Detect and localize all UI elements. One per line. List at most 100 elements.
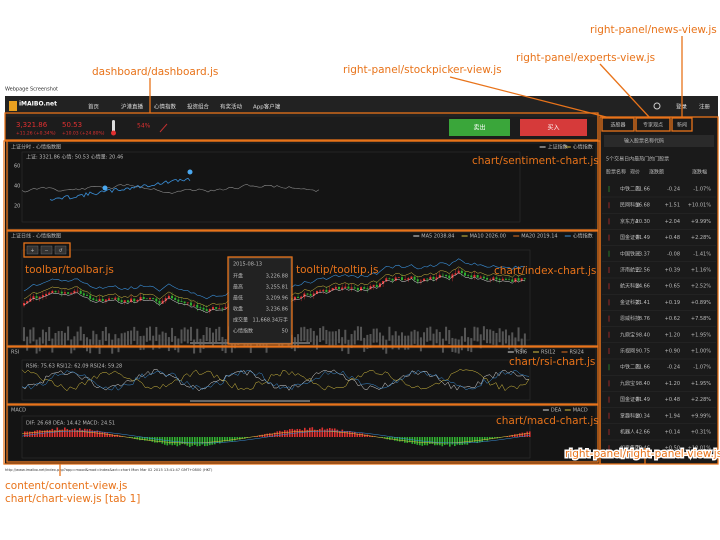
stock-cell[interactable]: 九鼎宝 bbox=[620, 331, 635, 338]
toolbar-button[interactable] bbox=[40, 245, 53, 255]
stock-cell[interactable]: +1.51 bbox=[665, 203, 680, 209]
stock-cell[interactable]: 3.37 bbox=[639, 251, 650, 257]
stock-cell[interactable]: 九鼎宝 bbox=[620, 380, 635, 387]
stock-cell[interactable]: +0.50 bbox=[665, 446, 680, 452]
volume bbox=[183, 327, 186, 342]
stock-cell[interactable]: +10.01% bbox=[688, 203, 712, 209]
register[interactable]: 注册 bbox=[699, 103, 711, 111]
stock-cell[interactable]: 乐视网 bbox=[620, 348, 635, 355]
stock-cell[interactable]: +1.95% bbox=[691, 381, 711, 387]
stock-cell[interactable]: 如意集团 bbox=[620, 445, 640, 452]
volume bbox=[139, 336, 142, 351]
stock-cell[interactable]: 国金证券 bbox=[620, 396, 640, 403]
stock-cell[interactable]: 国金证券 bbox=[620, 234, 640, 241]
search-placeholder[interactable]: 输入股票名称代码 bbox=[624, 138, 664, 145]
stock-cell[interactable]: +0.19 bbox=[665, 300, 680, 306]
stock-cell[interactable]: +2.52% bbox=[691, 284, 711, 290]
stock-cell[interactable]: 民网科技 bbox=[620, 202, 640, 209]
stock-cell[interactable]: 21.49 bbox=[636, 397, 650, 403]
candle bbox=[26, 301, 29, 304]
toolbar-icon[interactable]: − bbox=[44, 248, 48, 254]
search-box[interactable] bbox=[604, 135, 714, 147]
stock-cell[interactable]: 90.75 bbox=[636, 349, 650, 355]
stock-cell[interactable]: +0.89% bbox=[691, 300, 711, 306]
search-icon[interactable] bbox=[653, 102, 661, 110]
toolbar-icon[interactable]: + bbox=[30, 248, 34, 254]
stock-cell[interactable]: +9.99% bbox=[691, 219, 711, 225]
stock-cell[interactable]: +0.48 bbox=[665, 397, 680, 403]
toolbar-button[interactable] bbox=[54, 245, 67, 255]
nav-item[interactable]: 投资组合 bbox=[187, 103, 210, 111]
stock-cell[interactable]: 21.41 bbox=[636, 300, 650, 306]
toolbar-button[interactable] bbox=[26, 245, 39, 255]
stock-cell[interactable]: 98.40 bbox=[636, 332, 650, 338]
stock-cell[interactable]: -0.24 bbox=[667, 365, 680, 371]
macd-bar bbox=[221, 437, 224, 443]
stock-cell[interactable]: +0.65 bbox=[665, 284, 680, 290]
toolbar-icon[interactable]: ↺ bbox=[58, 248, 62, 254]
nav-item[interactable]: 首页 bbox=[88, 103, 100, 111]
stock-cell[interactable]: 中铁二局 bbox=[620, 364, 640, 371]
stock-cell[interactable]: 京东方A bbox=[620, 218, 639, 225]
macd-bar bbox=[64, 427, 66, 437]
stock-cell[interactable]: 金证科技 bbox=[620, 299, 640, 306]
stock-cell[interactable]: -0.24 bbox=[667, 187, 680, 193]
nav-item[interactable]: 沪港直播 bbox=[121, 103, 144, 111]
tab[interactable]: 选股器 bbox=[610, 122, 625, 129]
tab[interactable]: 专家观点 bbox=[643, 122, 663, 129]
stock-cell[interactable]: +0.39 bbox=[665, 268, 680, 274]
stock-cell[interactable]: 98.40 bbox=[636, 381, 650, 387]
stock-cell[interactable]: +1.16% bbox=[691, 268, 711, 274]
nav-item[interactable]: 心情指数 bbox=[154, 103, 177, 111]
stock-cell[interactable]: +0.14 bbox=[665, 430, 680, 436]
stock-cell[interactable]: 21.49 bbox=[636, 235, 650, 241]
stock-cell[interactable]: 16.68 bbox=[636, 203, 650, 209]
stock-cell[interactable]: 机器人 bbox=[620, 429, 635, 436]
stock-cell[interactable]: +0.48 bbox=[665, 235, 680, 241]
stock-cell[interactable]: 20.46 bbox=[636, 446, 650, 452]
stock-cell[interactable]: 21.66 bbox=[636, 187, 650, 193]
stock-cell[interactable]: +1.95% bbox=[691, 332, 711, 338]
stock-cell[interactable]: +0.62 bbox=[665, 316, 680, 322]
stock-cell[interactable]: +2.28% bbox=[691, 397, 711, 403]
stock-cell[interactable]: +1.20 bbox=[665, 381, 680, 387]
stock-cell[interactable]: 20.34 bbox=[636, 413, 650, 419]
macd-bar bbox=[331, 428, 334, 437]
stock-cell[interactable]: 21.66 bbox=[636, 365, 650, 371]
macd-bar bbox=[214, 437, 216, 445]
stock-cell[interactable]: +0.90 bbox=[665, 349, 680, 355]
stock-cell[interactable]: -1.07% bbox=[693, 187, 711, 193]
stock-cell[interactable]: 恩威科技 bbox=[620, 315, 640, 322]
stock-cell[interactable]: 中国铁建 bbox=[620, 250, 640, 257]
stock-cell[interactable]: 掌趣科技 bbox=[620, 412, 640, 419]
stock-cell[interactable]: -1.41% bbox=[693, 251, 711, 257]
stock-cell[interactable]: 航天科技 bbox=[620, 283, 640, 290]
stock-cell[interactable]: 20.30 bbox=[636, 219, 650, 225]
buy-label[interactable]: 买入 bbox=[547, 124, 559, 132]
stock-cell[interactable]: +1.20 bbox=[665, 332, 680, 338]
stock-cell[interactable]: +9.99% bbox=[691, 413, 711, 419]
sell-button[interactable] bbox=[449, 119, 510, 136]
stock-cell[interactable]: -1.07% bbox=[693, 365, 711, 371]
stock-cell[interactable]: 中铁二局 bbox=[620, 186, 640, 193]
sell-label[interactable]: 卖出 bbox=[473, 124, 485, 132]
stock-cell[interactable]: 42.66 bbox=[636, 430, 650, 436]
stock-cell[interactable]: 8.76 bbox=[639, 316, 650, 322]
stock-cell[interactable]: +10.01% bbox=[688, 446, 712, 452]
curve bbox=[21, 368, 530, 392]
tab[interactable]: 新闻 bbox=[677, 122, 687, 129]
nav-item[interactable]: 有奖活动 bbox=[220, 103, 243, 111]
stock-cell[interactable]: +0.31% bbox=[691, 430, 711, 436]
stock-cell[interactable]: +2.04 bbox=[665, 219, 680, 225]
macd-bar bbox=[101, 432, 104, 437]
stock-cell[interactable]: +1.00% bbox=[691, 349, 711, 355]
buy-button[interactable] bbox=[520, 119, 587, 136]
stock-cell[interactable]: +2.28% bbox=[691, 235, 711, 241]
stock-cell[interactable]: -0.08 bbox=[667, 251, 680, 257]
stock-cell[interactable]: 22.56 bbox=[636, 268, 650, 274]
stock-cell[interactable]: 济南航空 bbox=[620, 267, 640, 274]
stock-cell[interactable]: +7.58% bbox=[691, 316, 711, 322]
stock-cell[interactable]: 24.66 bbox=[636, 284, 650, 290]
stock-cell[interactable]: +1.94 bbox=[665, 413, 680, 419]
nav-item[interactable]: App客户端 bbox=[253, 103, 281, 111]
